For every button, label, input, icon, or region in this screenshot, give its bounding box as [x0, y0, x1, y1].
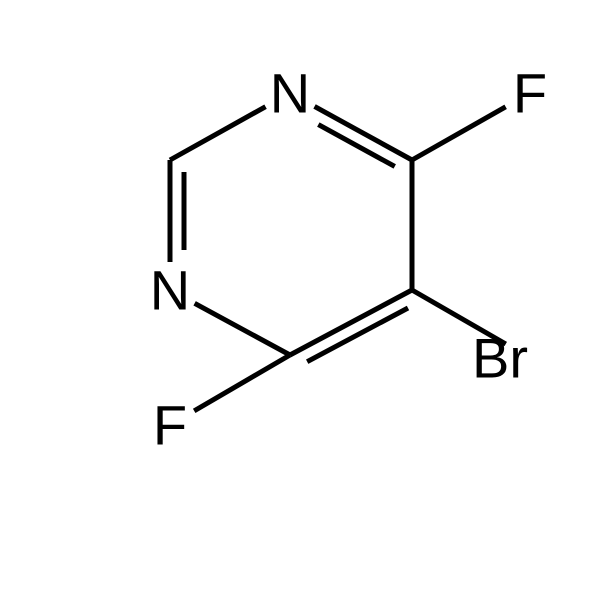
- atom-label-n1: N: [270, 62, 310, 125]
- bond: [412, 107, 506, 160]
- bond: [290, 290, 412, 355]
- bond: [307, 308, 408, 362]
- atom-label-n3: N: [150, 259, 190, 322]
- molecule-diagram: N N F Br F: [0, 0, 600, 600]
- bond: [194, 355, 290, 411]
- atom-label-f6: F: [513, 62, 547, 125]
- bond: [195, 303, 290, 355]
- atom-label-br5: Br: [472, 327, 528, 390]
- bond: [170, 107, 266, 160]
- atom-label-f4: F: [153, 394, 187, 457]
